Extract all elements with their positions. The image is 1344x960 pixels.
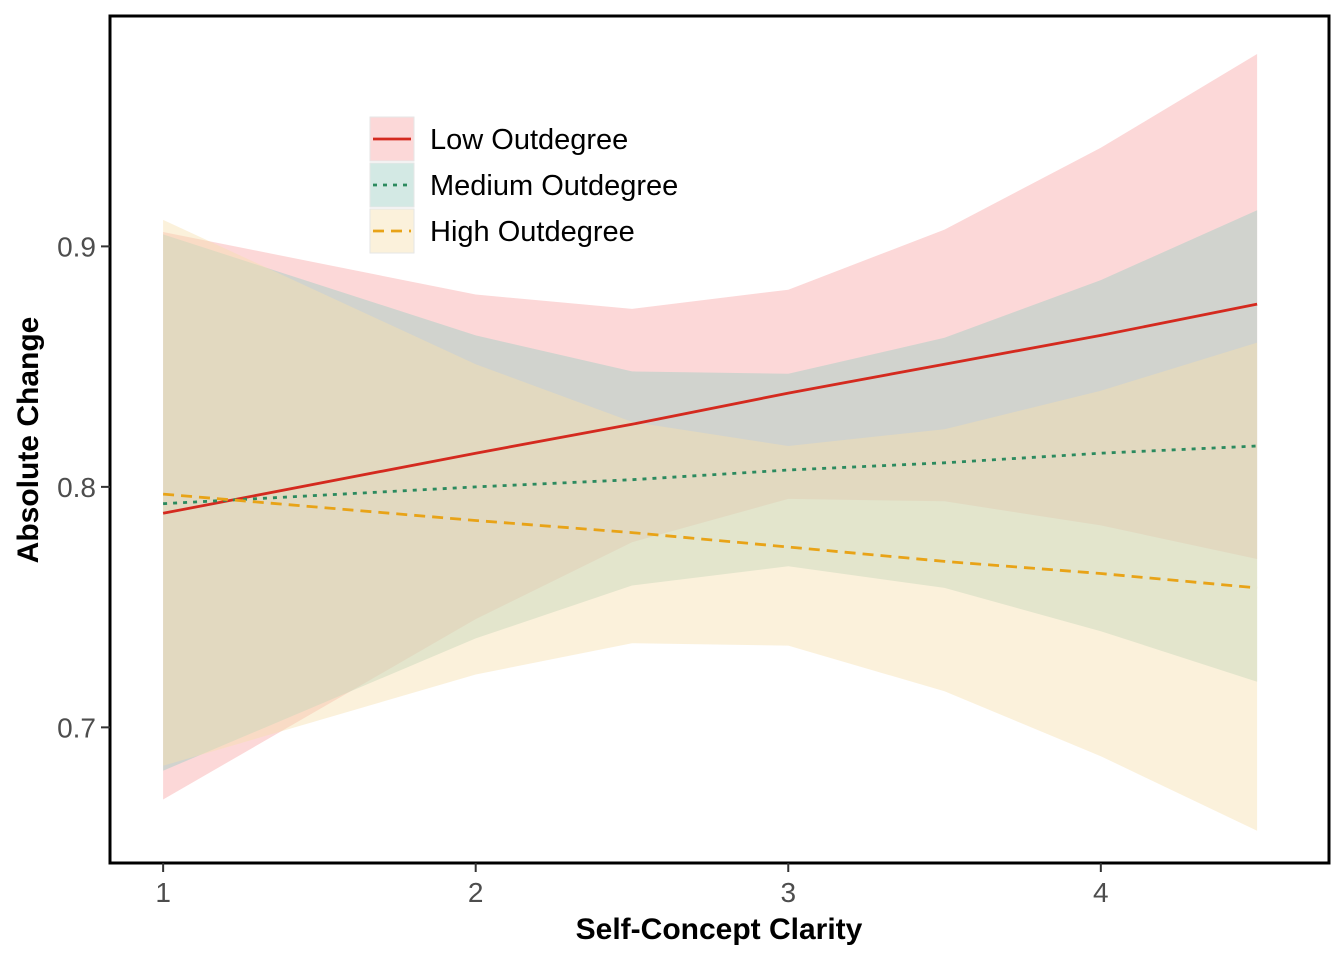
legend: Low Outdegree Medium Outdegree High Outdeg… [369,116,678,254]
panel-border [108,14,1331,865]
ribbon-2 [163,219,1258,831]
series-line-2 [162,492,1258,590]
y-axis: 0.7 0.8 0.9 [57,231,110,743]
x-axis: 1 2 3 4 [155,863,1109,908]
ribbon-1 [163,210,1258,771]
x-axis-title: Self-Concept Clarity [576,913,863,946]
panel-background [110,16,1329,863]
x-tick-label: 4 [1093,877,1109,908]
series-line-0 [162,302,1258,515]
series-line-1 [163,444,1258,506]
legend-item-2: High Outdegree [369,208,635,254]
line-layer [162,302,1258,590]
legend-label-1: Medium Outdegree [430,170,678,202]
legend-item-0: Low Outdegree [369,116,628,162]
x-tick-label: 1 [155,877,171,908]
y-axis-title: Absolute Change [12,317,45,564]
legend-item-1: Medium Outdegree [369,162,678,208]
legend-key-1 [369,162,415,208]
x-tick-label: 2 [468,877,484,908]
y-tick-label: 0.7 [57,712,96,743]
ribbon-0 [163,54,1258,800]
legend-label-2: High Outdegree [430,216,635,248]
y-tick-label: 0.9 [57,231,96,262]
ribbon-layer [163,54,1258,831]
y-tick-label: 0.8 [57,472,96,503]
x-tick-label: 3 [780,877,796,908]
legend-label-0: Low Outdegree [430,124,628,156]
